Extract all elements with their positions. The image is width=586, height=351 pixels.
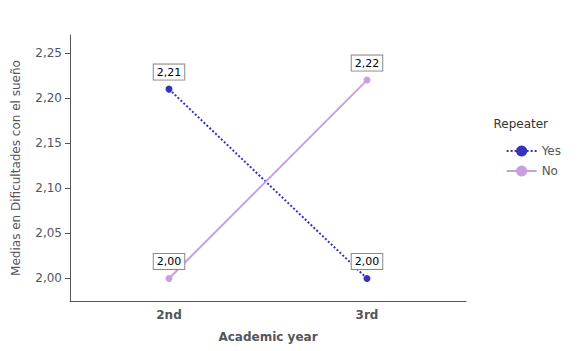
svg-text:3rd: 3rd	[356, 308, 379, 322]
svg-text:2,21: 2,21	[157, 66, 182, 79]
svg-text:Academic year: Academic year	[218, 330, 317, 344]
svg-text:2,00: 2,00	[157, 255, 182, 268]
svg-text:2,00: 2,00	[355, 255, 380, 268]
svg-text:Yes: Yes	[541, 144, 561, 158]
svg-text:No: No	[542, 164, 558, 178]
svg-text:2,10: 2,10	[35, 181, 62, 195]
svg-text:2nd: 2nd	[156, 308, 181, 322]
svg-text:2,22: 2,22	[355, 57, 380, 70]
svg-text:Medias en Dificultades con el: Medias en Dificultades con el sueño	[9, 60, 23, 276]
svg-text:2,20: 2,20	[35, 91, 62, 105]
svg-text:2,05: 2,05	[35, 226, 62, 240]
svg-text:2,00: 2,00	[35, 271, 62, 285]
svg-text:2,25: 2,25	[35, 46, 62, 60]
svg-text:2,15: 2,15	[35, 136, 62, 150]
svg-text:Repeater: Repeater	[493, 117, 548, 131]
